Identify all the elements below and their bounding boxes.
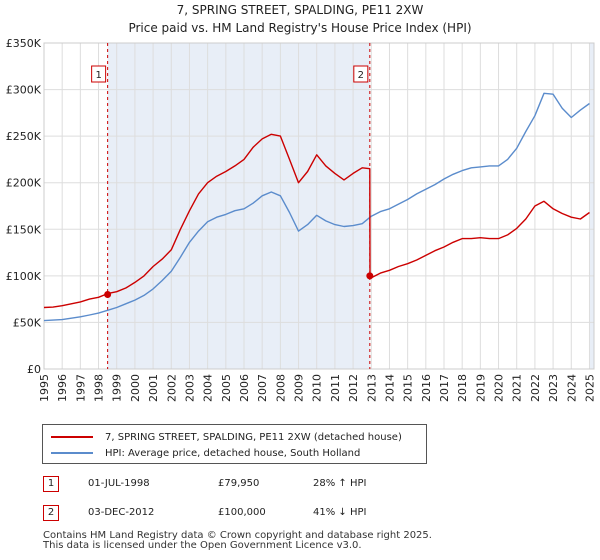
x-tick-label: 2019 [474,374,487,402]
x-tick-label: 2012 [347,374,360,402]
series-line-hpi [43,92,590,322]
x-tick-label: 2005 [220,374,233,402]
y-tick-label: £100K [6,270,42,283]
x-tick-label: 2018 [456,374,469,402]
chart-legend: 7, SPRING STREET, SPALDING, PE11 2XW (de… [42,424,427,464]
chart-subtitle: Price paid vs. HM Land Registry's House … [128,21,472,35]
x-tick-label: 1996 [56,374,69,402]
annotation-row: 2 03-DEC-2012 £100,000 41% ↓ HPI [0,505,600,525]
series-line-price [43,133,590,309]
x-tick-label: 2023 [547,374,560,402]
x-tick-label: 2020 [493,374,506,402]
x-tick-label: 2022 [529,374,542,402]
x-tick-label: 2009 [293,374,306,402]
legend-item-price: 7, SPRING STREET, SPALDING, PE11 2XW (de… [51,429,402,445]
x-tick-label: 2000 [129,374,142,402]
x-tick-label: 2010 [311,374,324,402]
price-chart: £0 £50K £100K £150K £200K £250K £300K £350K 1995… [6,37,597,402]
marker-box-label: 2 [358,70,364,81]
x-tick-label: 2024 [565,374,578,402]
y-tick-label: £250K [6,130,42,143]
marker-box [91,65,107,83]
marker-box-label: 1 [95,70,101,81]
plot-area [43,42,595,370]
x-tick-label: 1997 [74,374,87,402]
x-tick-label: 2015 [402,374,415,402]
annotation-marker: 1 [43,476,59,492]
x-tick-label: 2007 [256,374,269,402]
annotation-date: 01-JUL-1998 [88,478,150,489]
footer-line-2: This data is licensed under the Open Gov… [43,540,362,551]
x-tick-label: 2013 [365,374,378,402]
x-tick-label: 2021 [511,374,524,402]
marker-box [353,65,369,83]
x-tick-label: 2016 [420,374,433,402]
legend-swatch-price [51,436,93,438]
sale-point [366,272,374,280]
legend-item-hpi: HPI: Average price, detached house, Sout… [51,445,360,461]
annotation-hpi-delta: 28% ↑ HPI [313,478,367,489]
y-tick-label: £50K [13,316,42,329]
x-tick-label: 2002 [165,374,178,402]
x-tick-label: 2008 [274,374,287,402]
x-tick-label: 2006 [238,374,251,402]
annotation-price: £79,950 [218,478,260,489]
annotation-row: 1 01-JUL-1998 £79,950 28% ↑ HPI [0,476,600,496]
annotation-hpi-delta: 41% ↓ HPI [313,507,367,518]
x-tick-label: 2025 [583,374,596,402]
x-tick-label: 1995 [38,374,51,402]
annotation-date: 03-DEC-2012 [88,507,155,518]
y-tick-label: £200K [6,177,42,190]
x-tick-label: 1998 [93,374,106,402]
y-tick-label: £350K [6,37,42,50]
y-tick-label: £150K [6,223,42,236]
x-tick-label: 2017 [438,374,451,402]
y-tick-label: £300K [6,84,42,97]
legend-label-hpi: HPI: Average price, detached house, Sout… [105,447,361,459]
footer-line-1: Contains HM Land Registry data © Crown c… [43,530,432,541]
y-tick-label: £0 [27,363,41,376]
chart-title: 7, SPRING STREET, SPALDING, PE11 2XW [176,3,424,17]
annotation-price: £100,000 [218,507,266,518]
x-tick-label: 2003 [183,374,196,402]
shaded-region [107,43,370,369]
x-tick-label: 2004 [202,374,215,402]
x-tick-label: 2001 [147,374,160,402]
footer-attribution: Contains HM Land Registry data © Crown c… [43,531,432,551]
x-tick-label: 2014 [383,374,396,402]
shaded-region [589,43,594,369]
x-tick-label: 1999 [111,374,124,402]
legend-swatch-hpi [51,452,93,454]
sale-point [104,291,112,299]
legend-label-price: 7, SPRING STREET, SPALDING, PE11 2XW (de… [105,431,402,443]
annotation-marker: 2 [43,505,59,521]
x-tick-label: 2011 [329,374,342,402]
